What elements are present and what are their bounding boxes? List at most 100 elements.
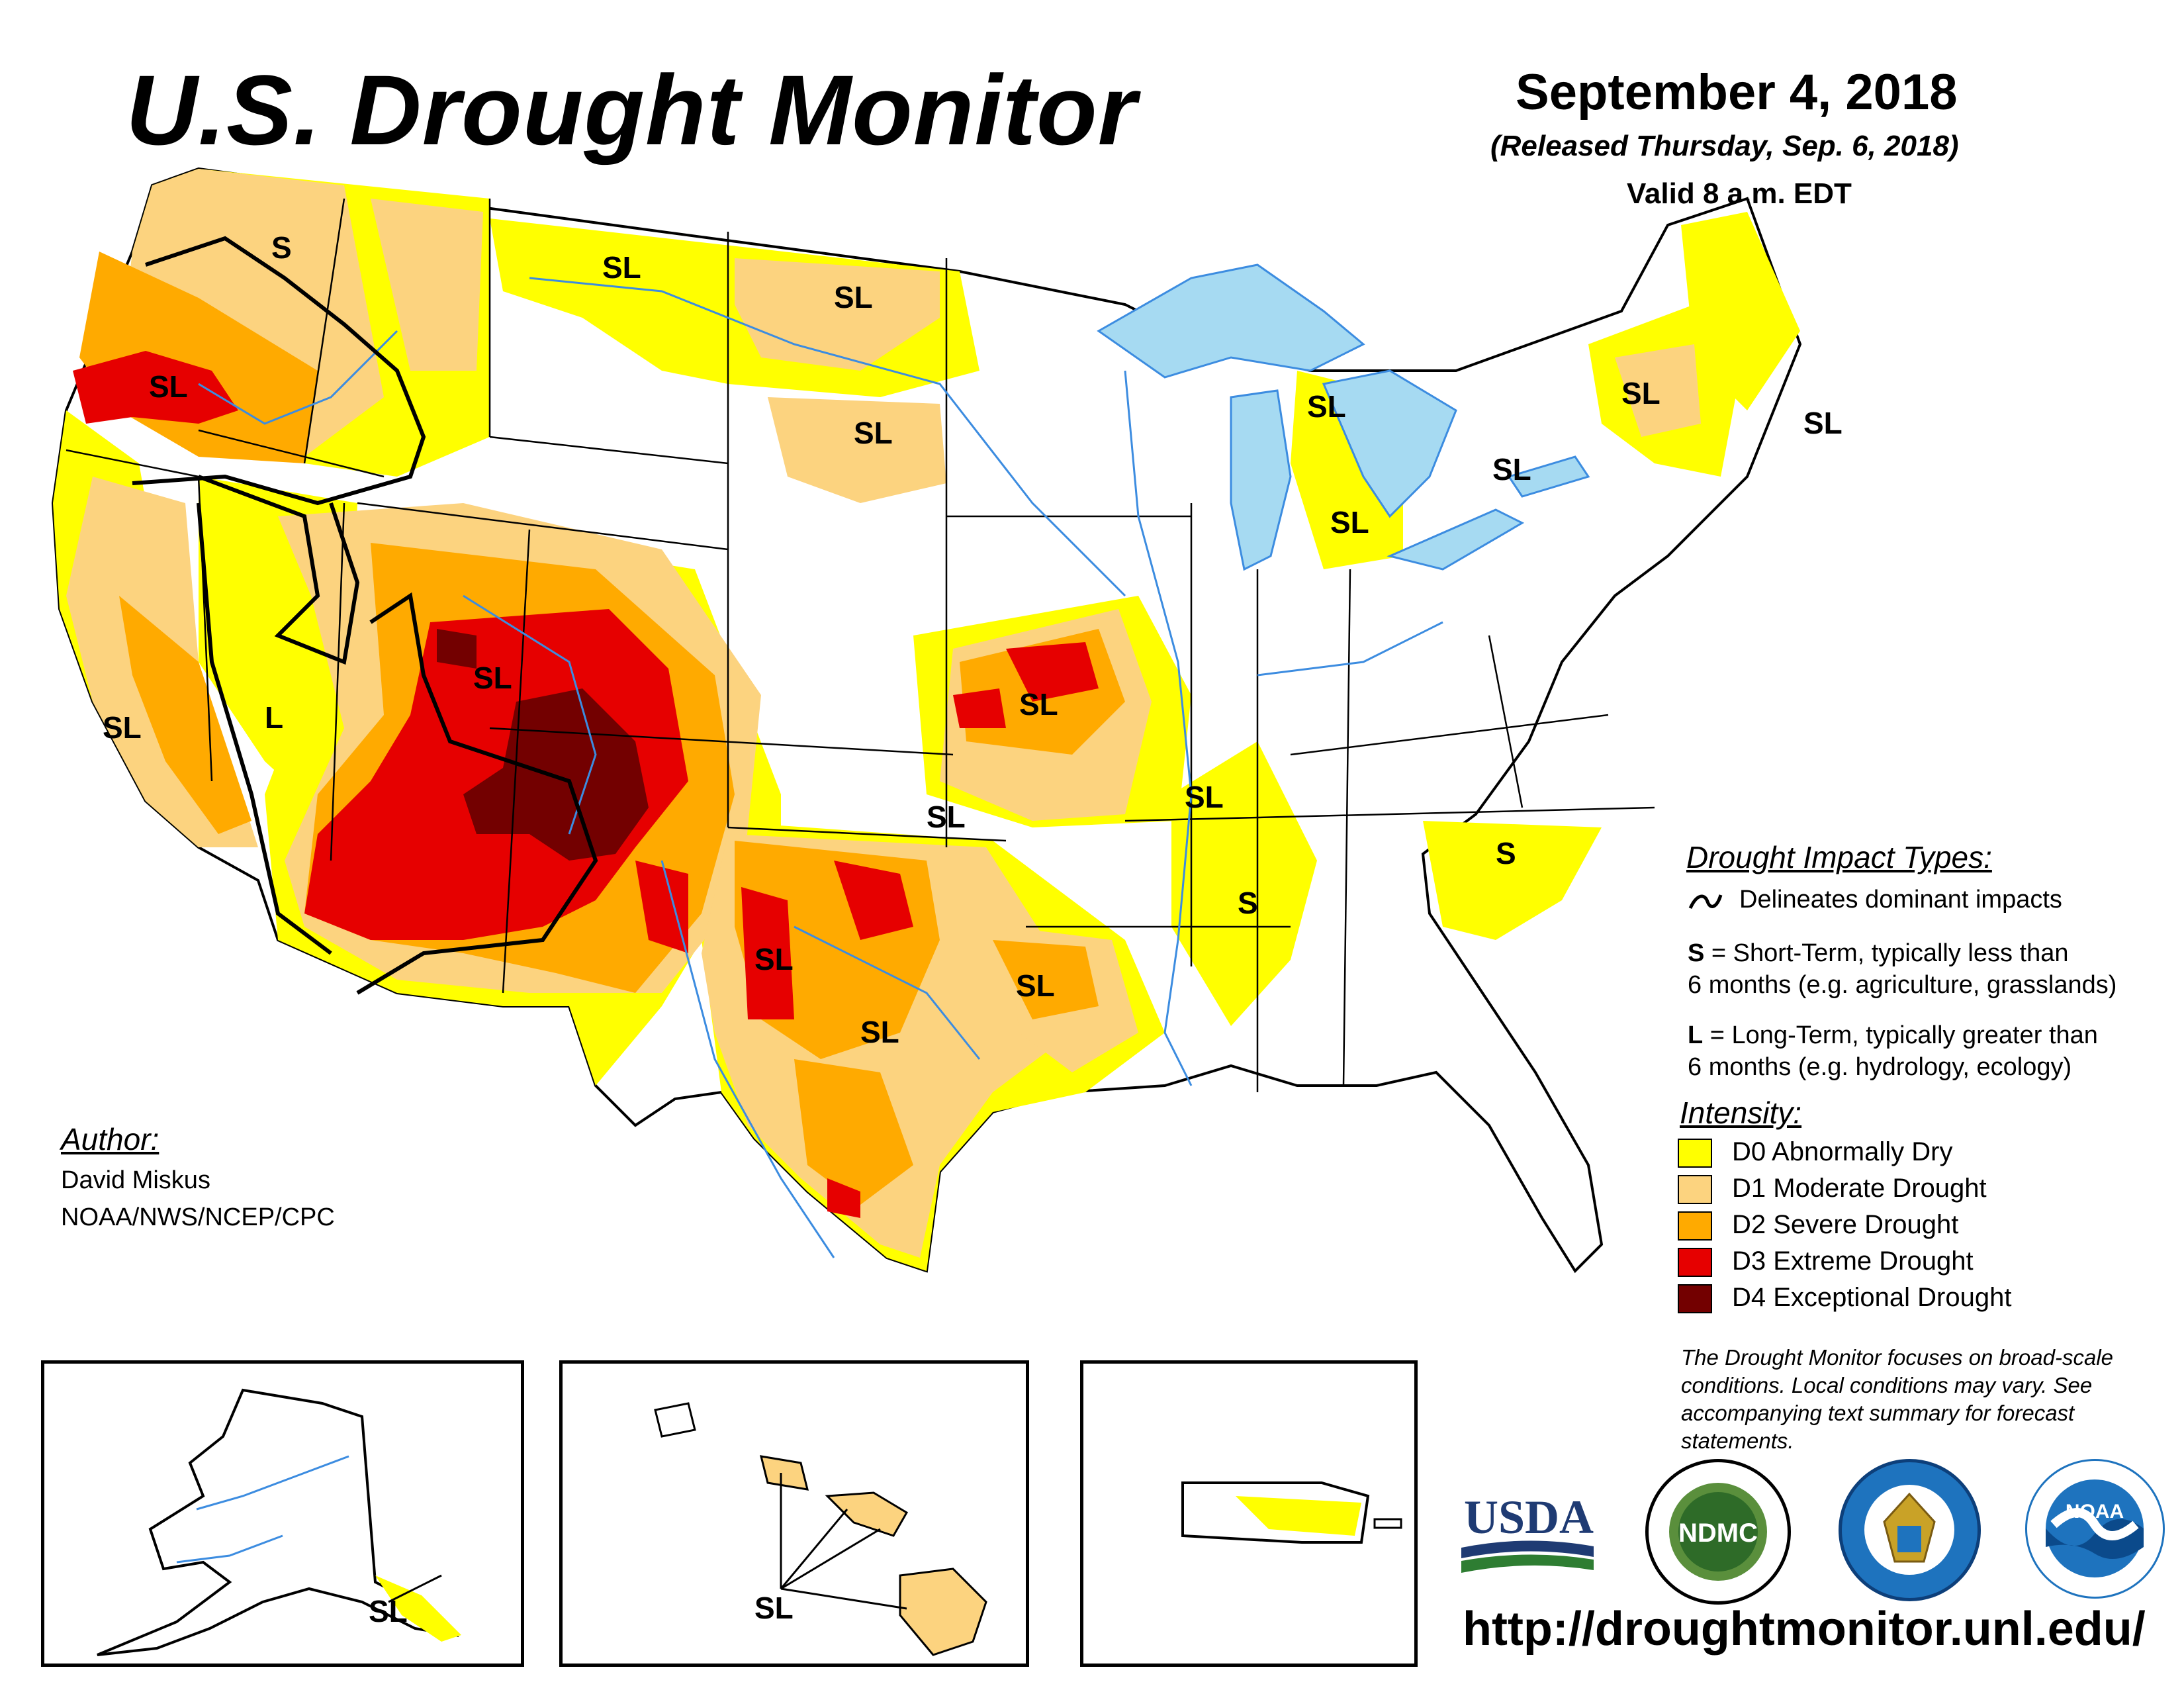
d3-oregon — [73, 351, 238, 424]
d2-east-texas — [993, 940, 1099, 1019]
d3-kansas — [953, 688, 1006, 728]
legend-d3: D3 Extreme Drought — [1678, 1246, 1974, 1280]
d3-missouri — [1006, 642, 1099, 702]
short-term-text-2: 6 months (e.g. agriculture, grasslands) — [1688, 971, 2117, 999]
d0-midsouth — [1171, 741, 1317, 1026]
long-term-text: = Long-Term, typically greater than — [1709, 1021, 2098, 1049]
legend-d2: D2 Severe Drought — [1678, 1210, 1958, 1243]
label-california: SL — [103, 710, 142, 745]
label-north-dakota: SL — [834, 280, 873, 314]
ndmc-logo[interactable]: NDMC — [1645, 1459, 1791, 1605]
d3-texas-panhandle — [741, 887, 794, 1019]
d3-label: D3 Extreme Drought — [1732, 1246, 1974, 1276]
big-island — [899, 1568, 987, 1656]
d4-utah — [437, 629, 477, 669]
long-term-text-2: 6 months (e.g. hydrology, ecology) — [1688, 1053, 2072, 1081]
maui-molokai — [825, 1491, 909, 1537]
ndmc-logo-text: NDMC — [1678, 1519, 1758, 1548]
label-alaska: SL — [369, 1594, 408, 1628]
d1-south-dakota — [768, 397, 946, 503]
label-arkansas-la: SL — [1016, 968, 1055, 1003]
short-term-text: = Short-Term, typically less than — [1711, 939, 2069, 967]
release-date: (Released Thursday, Sep. 6, 2018) — [1490, 130, 1959, 162]
d1-label: D1 Moderate Drought — [1732, 1174, 1987, 1203]
map-title: U.S. Drought Monitor — [126, 54, 1138, 165]
short-term-definition: S = Short-Term, typically less than 6 mo… — [1688, 937, 2116, 1001]
hawaii-map: SL — [654, 1402, 987, 1656]
author-org: NOAA/NWS/NCEP/CPC — [61, 1203, 335, 1231]
d4-areas — [437, 629, 649, 861]
d3-oklahoma — [834, 861, 913, 940]
d2-texas-south — [794, 1059, 913, 1205]
d1-north-dakota — [735, 258, 940, 371]
state-lines — [66, 198, 1655, 1092]
usda-logo[interactable]: USDA — [1461, 1488, 1594, 1584]
label-south-dakota: SL — [854, 416, 893, 450]
noaa-logo-text: NOAA — [2066, 1501, 2124, 1523]
rivers — [198, 277, 1443, 1258]
d0-label: D0 Abnormally Dry — [1732, 1137, 1953, 1166]
label-south-carolina: S — [1496, 836, 1516, 870]
puerto-rico-d0 — [1236, 1496, 1361, 1536]
intensity-title: Intensity: — [1680, 1096, 1802, 1130]
d4-swatch — [1678, 1284, 1712, 1314]
d4-label: D4 Exceptional Drought — [1732, 1283, 2012, 1312]
d2-label: D2 Severe Drought — [1732, 1210, 1959, 1239]
noaa-logo[interactable]: NOAA — [2025, 1459, 2165, 1599]
disclaimer-note: The Drought Monitor focuses on broad-sca… — [1681, 1345, 2114, 1453]
impact-line-text: Delineates dominant impacts — [1739, 886, 2062, 914]
map-date: September 4, 2018 — [1516, 64, 1958, 120]
author-name: David Miskus — [61, 1166, 210, 1194]
label-missouri: SL — [1019, 687, 1058, 722]
d3-new-mexico — [635, 861, 688, 953]
long-term-key: L — [1688, 1021, 1704, 1049]
source-url[interactable]: http://droughtmonitor.unl.edu/ — [1463, 1603, 2146, 1656]
lake-huron — [1322, 369, 1457, 518]
long-term-definition: L = Long-Term, typically greater than 6 … — [1688, 1019, 2098, 1083]
label-kansas-ok: SL — [927, 800, 966, 834]
impact-line-icon — [1688, 894, 1723, 910]
label-mississippi: S — [1238, 886, 1258, 920]
lake-superior — [1097, 263, 1365, 379]
d2-california — [119, 596, 251, 834]
d4-four-corners — [463, 688, 649, 861]
label-lake-ontario: SL — [1492, 452, 1531, 487]
label-upper-michigan: SL — [1307, 389, 1346, 424]
label-nevada: L — [265, 700, 283, 735]
lake-erie — [1387, 508, 1525, 571]
d1-montana-west — [371, 199, 483, 371]
d0-maine — [1681, 212, 1800, 410]
short-term-key: S — [1688, 939, 1705, 967]
label-hawaii: SL — [754, 1591, 794, 1625]
lake-michigan — [1230, 389, 1292, 571]
label-tennessee: SL — [1185, 780, 1224, 814]
impact-types-title: Drought Impact Types: — [1686, 840, 1992, 874]
vieques — [1373, 1518, 1402, 1529]
legend-d4: D4 Exceptional Drought — [1678, 1283, 2011, 1316]
puerto-rico-map — [1181, 1481, 1402, 1544]
d1-swatch — [1678, 1175, 1712, 1205]
impact-labels: SL S SL SL SL SL L SL SL SL SL S SL SL S… — [103, 230, 1843, 1049]
label-texas-panhandle: SL — [754, 942, 794, 976]
d2-swatch — [1678, 1211, 1712, 1241]
label-utah: SL — [473, 661, 512, 695]
puerto-rico-inset — [1080, 1360, 1418, 1667]
alaska-map: SL — [97, 1388, 461, 1656]
label-lower-michigan: SL — [1330, 505, 1369, 539]
impact-line-row: Delineates dominant impacts — [1688, 886, 2062, 914]
legend-d0: D0 Abnormally Dry — [1678, 1137, 1952, 1170]
alaska-panhandle-d0 — [375, 1575, 461, 1642]
author-label: Author: — [61, 1122, 159, 1156]
label-pnw: SL — [149, 369, 188, 404]
label-central-texas: SL — [860, 1015, 899, 1049]
lake-ontario — [1507, 455, 1590, 498]
impact-lines — [132, 236, 598, 995]
label-idaho: S — [271, 230, 292, 265]
d3-swatch — [1678, 1248, 1712, 1278]
commerce-logo[interactable] — [1839, 1459, 1981, 1601]
d3-south-texas — [827, 1178, 860, 1218]
label-vermont: SL — [1621, 376, 1661, 410]
alaska-inset: SL — [41, 1360, 524, 1667]
label-maine: SL — [1803, 406, 1843, 440]
